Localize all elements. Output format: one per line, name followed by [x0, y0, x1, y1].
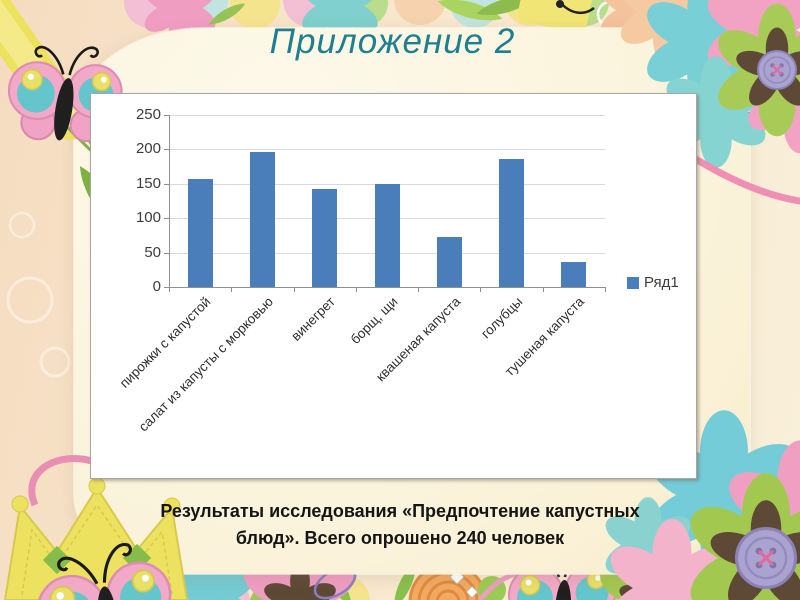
caption-line-1: Результаты исследования «Предпочтение ка… — [160, 501, 640, 521]
bar-chart-canvas: 0 50 100 150 200 250 пирожки с капустой салат и… — [91, 94, 696, 478]
caption-line-2: блюд». Всего опрошено 240 человек — [235, 528, 565, 548]
gridline — [169, 149, 605, 151]
chart-legend: Ряд1 — [627, 274, 679, 291]
x-tick-mark — [418, 287, 420, 292]
x-tick-mark — [293, 287, 295, 292]
slide-caption: Результаты исследования «Предпочтение ка… — [110, 498, 690, 552]
y-tick-mark — [164, 149, 169, 151]
x-tick-mark — [355, 287, 357, 292]
x-tick-mark — [169, 287, 170, 292]
left-border-texture — [6, 211, 71, 378]
bar — [561, 261, 587, 287]
x-tick-mark — [480, 287, 482, 292]
x-category-label: голубцы — [477, 294, 526, 342]
bar — [312, 189, 338, 287]
bar — [499, 159, 525, 287]
x-category-label: борщ, щи — [347, 294, 401, 348]
y-tick-label: 100 — [135, 209, 161, 227]
bar-chart: 0 50 100 150 200 250 пирожки с капустой салат и… — [90, 93, 697, 479]
y-tick-mark — [164, 218, 169, 220]
y-tick-mark — [164, 183, 169, 185]
bar — [374, 183, 400, 287]
y-tick-label: 50 — [144, 243, 161, 261]
page-title: Приложение 2 — [269, 22, 516, 61]
top-border-garland — [124, 0, 692, 58]
y-tick-label: 250 — [135, 106, 161, 123]
y-tick-label: 200 — [135, 140, 161, 158]
x-tick-mark — [605, 287, 606, 292]
y-tick-mark — [164, 287, 169, 288]
x-tick-mark — [231, 287, 233, 292]
bottom-right-flower-cluster — [599, 410, 800, 600]
bar — [249, 152, 275, 287]
series-color-swatch — [627, 276, 639, 289]
bar — [436, 236, 462, 287]
x-category-label: винегрет — [288, 294, 339, 344]
bar — [187, 178, 213, 287]
gridline — [169, 115, 605, 116]
series-name: Ряд1 — [644, 274, 679, 291]
x-category-label: салат из капусты с морковью — [135, 294, 277, 435]
y-tick-mark — [164, 252, 169, 254]
y-axis-line — [169, 115, 170, 287]
y-tick-mark — [164, 115, 169, 116]
y-tick-label: 0 — [152, 278, 161, 295]
y-tick-label: 150 — [135, 174, 161, 192]
x-tick-mark — [542, 287, 544, 292]
x-axis-line — [169, 287, 606, 288]
